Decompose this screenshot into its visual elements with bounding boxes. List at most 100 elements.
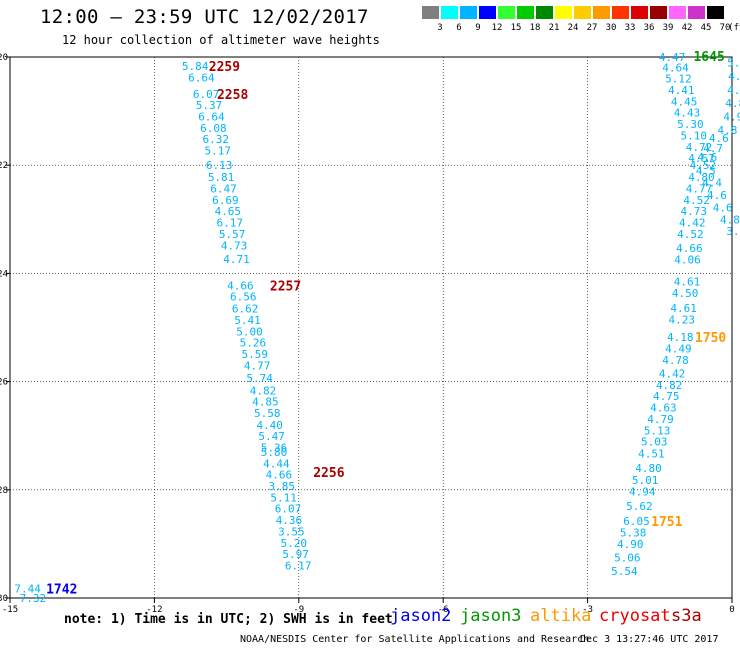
swh-value-altika: 5.06: [614, 551, 641, 564]
time-label-s3a: 2256: [313, 466, 344, 481]
swh-value-s3a: 5.00: [236, 325, 263, 338]
footnote: note: 1) Time is in UTC; 2) SWH is in fe…: [64, 612, 393, 627]
legend-swatch: [517, 6, 534, 19]
swh-value-s3a: 6.64: [198, 111, 225, 124]
satellite-altika: altika: [530, 606, 592, 626]
y-tick-label: -26: [0, 378, 8, 388]
swh-value-altika: 4.64: [662, 61, 689, 74]
legend-label: 27: [586, 23, 598, 33]
legend-label: 6: [456, 23, 462, 33]
legend-swatch: [479, 6, 496, 19]
swh-value-s3a: 5.36: [261, 442, 288, 455]
swh-value-jason3: 3.9: [726, 225, 740, 238]
swh-value-s3a: 6.08: [200, 122, 227, 135]
swh-value-s3a: 6.64: [188, 72, 215, 85]
time-label-s3a: 2258: [217, 88, 248, 103]
y-tick-label: -20: [0, 53, 8, 63]
swh-value-altika: 5.12: [665, 73, 692, 86]
grid: [10, 57, 732, 598]
satellite-cryosat: cryosat: [599, 606, 671, 626]
swh-value-s3a: 5.74: [246, 372, 273, 385]
swh-value-jason3: 4.6: [707, 189, 727, 202]
legend-label: 42: [681, 23, 693, 33]
swh-value-altika: 4.41: [668, 84, 695, 97]
swh-value-s3a: 6.56: [230, 291, 257, 304]
swh-value-jason2: 7.32: [20, 592, 47, 605]
swh-value-altika: 4.52: [690, 159, 717, 172]
legend-label: 33: [624, 23, 636, 33]
swh-value-jason3: 4.8: [718, 124, 738, 137]
swh-value-s3a: 5.80: [261, 446, 288, 459]
swh-value-jason3: 4.5: [696, 165, 716, 178]
swh-value-altika: 4.06: [674, 253, 701, 266]
swh-value-altika: 4.47: [659, 51, 686, 64]
legend-swatch: [631, 6, 648, 19]
swh-value-jason3: 5.0: [727, 56, 740, 69]
swh-value-s3a: 5.37: [196, 99, 223, 112]
swh-value-altika: 5.10: [680, 129, 707, 142]
y-tick-label: -22: [0, 161, 8, 171]
legend-label: 36: [643, 23, 655, 33]
legend-swatch: [422, 6, 439, 19]
swh-value-s3a: 3.85: [268, 480, 295, 493]
swh-value-s3a: 5.57: [219, 228, 246, 241]
legend-label: 39: [662, 23, 674, 33]
swh-value-altika: 4.63: [650, 402, 677, 415]
swh-value-altika: 4.94: [629, 485, 656, 498]
swh-value-s3a: 4.65: [215, 205, 242, 218]
swh-value-altika: 4.42: [659, 367, 686, 380]
swh-value-altika: 4.78: [662, 354, 689, 367]
time-label-s3a: 2259: [209, 60, 240, 75]
swh-value-altika: 4.51: [638, 448, 665, 461]
swh-value-s3a: 5.17: [204, 145, 231, 158]
swh-value-altika: 4.66: [676, 242, 703, 255]
swh-value-s3a: 5.47: [258, 430, 285, 443]
swh-value-s3a: 4.73: [221, 239, 248, 252]
swh-value-jason3: 4.8: [725, 97, 740, 110]
swh-value-altika: 5.38: [620, 527, 647, 540]
swh-value-altika: 6.05: [623, 515, 650, 528]
swh-value-jason3: 4.6: [709, 132, 729, 145]
swh-value-jason3: 4.4: [702, 177, 722, 190]
swh-value-s3a: 6.17: [216, 217, 243, 230]
swh-value-altika: 4.73: [680, 205, 707, 218]
swh-value-s3a: 6.17: [285, 560, 312, 573]
swh-value-jason3: 4.7: [703, 142, 723, 155]
swh-value-s3a: 4.71: [223, 253, 250, 266]
swh-value-s3a: 4.40: [256, 419, 283, 432]
legend-label: 3: [437, 23, 443, 33]
swh-value-s3a: 5.11: [270, 491, 297, 504]
legend-label: 18: [529, 23, 541, 33]
time-label-altika: 1751: [651, 515, 682, 530]
swh-value-s3a: 6.13: [206, 159, 233, 172]
swh-value-s3a: 4.44: [263, 457, 290, 470]
legend-label: 12: [491, 23, 503, 33]
x-tick-label: -3: [582, 605, 593, 615]
credit-line: NOAA/NESDIS Center for Satellite Applica…: [240, 634, 590, 645]
time-label-jason2: 1742: [46, 582, 77, 597]
swh-value-altika: 4.52: [683, 194, 710, 207]
time-label-jason3: 1645: [693, 50, 724, 65]
swh-value-jason3: 4.6: [713, 201, 733, 214]
swh-value-altika: 4.82: [656, 379, 683, 392]
swh-value-s3a: 5.58: [254, 407, 281, 420]
swh-value-altika: 4.49: [665, 343, 692, 356]
swh-value-altika: 4.43: [674, 107, 701, 120]
chart-title: 12:00 — 23:59 UTC 12/02/2017: [40, 6, 369, 28]
legend-unit: (ft): [728, 23, 740, 33]
time-label-altika: 1750: [695, 331, 726, 346]
legend-swatch: [669, 6, 686, 19]
x-tick-label: -15: [2, 605, 18, 615]
y-tick-label: -28: [0, 486, 8, 496]
swh-value-altika: 4.18: [667, 331, 694, 344]
swh-value-altika: 4.77: [686, 182, 713, 195]
legend-swatch: [612, 6, 629, 19]
swh-value-s3a: 4.66: [266, 469, 293, 482]
satellite-s3a: s3a: [671, 606, 702, 626]
legend-label: 15: [510, 23, 522, 33]
swh-value-s3a: 6.32: [203, 133, 230, 146]
swh-value-altika: 4.72: [686, 141, 713, 154]
swh-value-altika: 4.52: [677, 228, 704, 241]
swh-value-s3a: 5.20: [281, 537, 308, 550]
legend-swatch: [441, 6, 458, 19]
